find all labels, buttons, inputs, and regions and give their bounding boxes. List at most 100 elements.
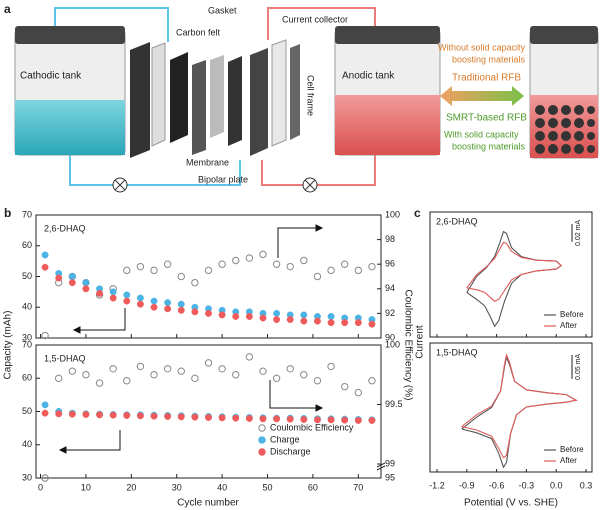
data-point — [245, 353, 254, 361]
y-axis-title: Capacity (mAh) — [3, 311, 14, 380]
data-point — [313, 416, 321, 424]
x-tick-label: -1.2 — [429, 480, 445, 490]
x-tick-label: 0.0 — [550, 480, 563, 490]
subplot-label: 1,5-DHAQ — [436, 347, 478, 357]
data-point — [109, 288, 117, 296]
subplot-label: 2,6-DHAQ — [44, 223, 86, 233]
x-tick-label: 30 — [172, 482, 182, 492]
smrt-tank — [529, 26, 599, 159]
data-point — [340, 382, 349, 391]
data-point — [123, 412, 131, 419]
part-label: Membrane — [186, 157, 229, 167]
data-point — [41, 331, 49, 340]
y2-tick-label: 94 — [385, 283, 395, 293]
data-point — [232, 371, 240, 379]
data-point — [259, 314, 267, 322]
legend-label: After — [560, 321, 577, 330]
part-label: Cell frame — [306, 75, 316, 116]
plot-frame — [429, 211, 593, 338]
cathodic-tank — [14, 26, 126, 156]
meter — [302, 177, 318, 193]
data-point — [259, 415, 267, 423]
legend-marker — [258, 424, 266, 432]
data-point — [300, 311, 308, 319]
plot-frame — [35, 214, 382, 339]
data-point — [54, 374, 63, 383]
data-point — [327, 362, 335, 371]
cv-curve — [461, 353, 578, 459]
data-point — [136, 362, 145, 371]
data-point — [341, 416, 349, 424]
data-point — [272, 374, 281, 383]
data-point — [327, 266, 335, 275]
data-point — [218, 414, 226, 422]
data-point — [150, 297, 158, 305]
data-point — [150, 266, 158, 275]
data-point — [41, 251, 49, 259]
data-point — [123, 377, 131, 385]
data-point — [273, 316, 281, 323]
y-tick-label: 50 — [22, 271, 32, 281]
data-point — [327, 319, 335, 327]
data-point — [164, 299, 172, 307]
y-tick-label: 70 — [22, 209, 32, 219]
y2-tick-label: 100 — [385, 209, 400, 219]
data-point — [354, 417, 362, 424]
part-label: Carbon felt — [176, 27, 221, 37]
panel-label: c — [414, 206, 421, 220]
data-point — [82, 279, 90, 287]
note: Traditional RFB — [452, 73, 521, 84]
double-arrow — [440, 86, 524, 106]
data-point — [68, 367, 77, 375]
data-point — [55, 410, 63, 418]
subplot-label: 2,6-DHAQ — [436, 216, 478, 226]
data-point — [163, 365, 172, 373]
x-tick-label: 50 — [263, 482, 273, 492]
y-tick-label: 60 — [22, 240, 32, 250]
data-point — [136, 294, 144, 302]
data-point — [96, 411, 104, 419]
y-tick-label: 40 — [22, 302, 32, 312]
y2-axis-title: Coulombic Efficiency (%) — [402, 290, 413, 401]
data-point — [300, 371, 308, 379]
data-point — [245, 254, 254, 262]
note: Without solid capacity — [438, 42, 526, 52]
legend-label: Coulombic Efficiency — [270, 422, 354, 432]
data-point — [327, 313, 335, 320]
annotation-arrows — [58, 224, 324, 454]
y2-tick-label: 99.5 — [385, 399, 403, 409]
data-point — [177, 367, 185, 375]
part-label: Bipolar plate — [198, 174, 248, 184]
data-point — [55, 274, 63, 282]
data-point — [150, 412, 158, 420]
x-tick-label: -0.6 — [489, 480, 505, 490]
x-tick-label: 70 — [353, 482, 363, 492]
y2-tick-label: 100 — [385, 339, 400, 349]
data-point — [136, 300, 144, 308]
scale-bar-label: 0.05 mA — [575, 354, 582, 380]
data-point — [368, 262, 376, 271]
data-point — [109, 365, 117, 373]
data-point — [273, 309, 281, 317]
data-point — [41, 401, 49, 409]
tank-label: Anodic tank — [342, 71, 395, 82]
data-point — [218, 311, 226, 319]
data-point — [232, 313, 240, 320]
y2-tick-label: 95 — [385, 472, 395, 482]
y2-tick-label: 99 — [385, 458, 395, 468]
meter — [112, 177, 128, 193]
part-label: Current collector — [282, 14, 348, 24]
data-point — [313, 272, 322, 281]
data-point — [191, 308, 199, 316]
data-point — [245, 313, 253, 320]
y-tick-label: 30 — [22, 472, 32, 482]
data-point — [259, 367, 267, 375]
legend-label: Before — [560, 445, 584, 454]
data-point — [204, 266, 213, 275]
data-point — [177, 272, 185, 281]
data-point — [245, 415, 253, 422]
tank-label: Cathodic tank — [20, 71, 82, 82]
data-point — [286, 415, 294, 423]
scale-bar-label: 0.02 mA — [575, 220, 582, 246]
x-tick-label: 20 — [126, 482, 136, 492]
